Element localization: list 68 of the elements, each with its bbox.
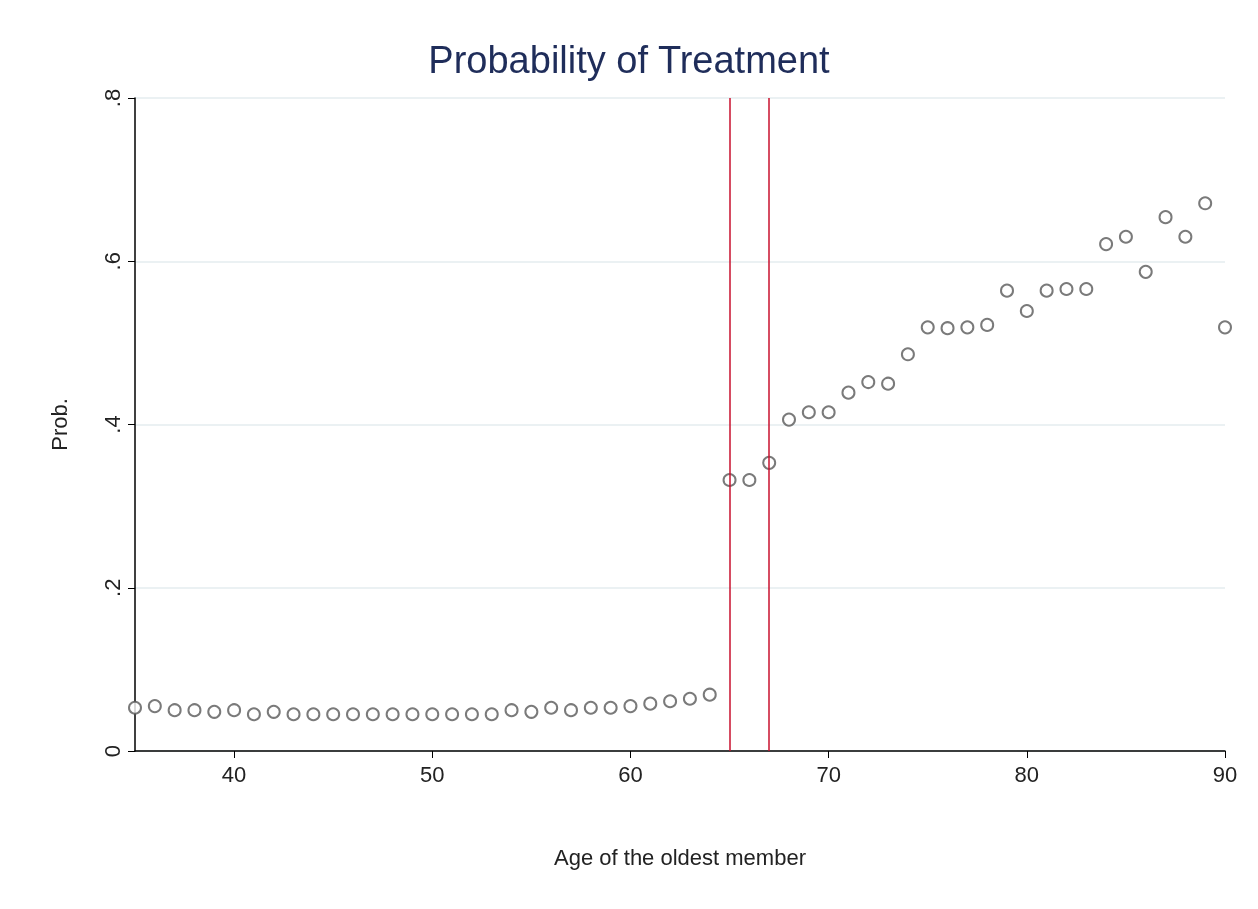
point: [920, 320, 935, 335]
point: [445, 707, 460, 722]
point: [841, 385, 856, 400]
x-tick-label: 40: [221, 761, 247, 787]
point: [1099, 237, 1114, 252]
point: [881, 376, 896, 391]
x-tick-label: 70: [816, 761, 841, 787]
point: [1039, 283, 1054, 298]
point: [1019, 304, 1034, 319]
x-axis-title: Age of the oldest member: [554, 844, 806, 870]
point: [940, 321, 955, 336]
point: [464, 707, 479, 722]
point: [702, 687, 717, 702]
point: [266, 704, 281, 719]
point: [425, 707, 440, 722]
point: [742, 473, 757, 487]
y-tick-label: .4: [99, 415, 125, 434]
point: [1079, 282, 1094, 296]
point: [246, 707, 261, 722]
point: [583, 700, 598, 715]
point: [187, 703, 202, 718]
point: [167, 703, 182, 718]
point: [960, 320, 975, 335]
point: [1218, 320, 1232, 335]
point: [405, 707, 420, 722]
point: [128, 700, 142, 715]
point: [346, 707, 360, 722]
point: [207, 704, 222, 719]
point: [663, 694, 678, 709]
point: [1158, 210, 1173, 225]
point: [1178, 229, 1193, 244]
point: [1198, 196, 1213, 211]
point: [782, 412, 796, 427]
chart-title: Probability of Treatment: [428, 39, 831, 81]
point: [1059, 282, 1074, 296]
point: [326, 707, 341, 722]
point: [603, 700, 618, 715]
point: [861, 375, 876, 390]
point: [643, 696, 658, 711]
y-tick-label: .6: [99, 252, 125, 271]
point: [564, 703, 578, 718]
x-tick-label: 90: [1212, 761, 1238, 787]
point: [980, 317, 995, 332]
point: [821, 405, 836, 420]
y-tick-label: 0: [99, 744, 125, 758]
y-axis-title: Prob.: [46, 398, 72, 451]
point: [623, 699, 638, 714]
point: [682, 691, 697, 706]
y-tick-label: .8: [99, 88, 125, 108]
point: [504, 703, 519, 718]
x-tick-label: 50: [420, 761, 445, 787]
point: [1118, 229, 1133, 244]
point: [1000, 283, 1014, 298]
point: [524, 704, 539, 719]
x-tick-label: 80: [1014, 761, 1040, 787]
point: [365, 707, 380, 722]
point: [484, 707, 499, 722]
point: [286, 707, 301, 722]
point: [385, 707, 400, 722]
point: [147, 699, 162, 714]
x-tick-label: 60: [618, 761, 643, 787]
point: [227, 703, 242, 718]
point: [900, 347, 915, 362]
point: [1138, 264, 1153, 279]
y-tick-label: .2: [99, 578, 125, 597]
point: [306, 707, 321, 722]
point: [801, 405, 816, 420]
point: [544, 700, 559, 715]
